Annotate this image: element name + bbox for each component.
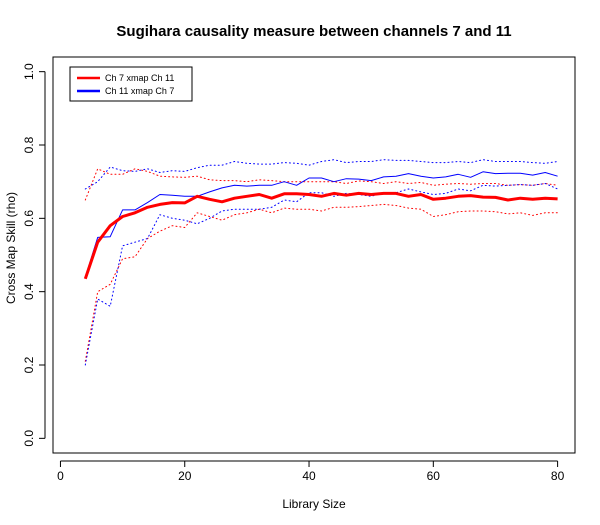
legend-label: Ch 7 xmap Ch 11 — [105, 73, 174, 83]
chart-title: Sugihara causality measure between chann… — [116, 23, 511, 40]
series-line — [83, 191, 558, 280]
confidence-bound-line — [84, 159, 559, 190]
y-tick-label: 0.6 — [22, 210, 36, 227]
x-axis-label: Library Size — [282, 497, 346, 511]
series-line — [84, 171, 558, 278]
y-tick-label: 0.8 — [22, 136, 36, 153]
confidence-bound-line — [84, 203, 559, 362]
legend-label: Ch 11 xmap Ch 7 — [105, 86, 174, 96]
plot-area-border — [52, 56, 576, 454]
y-axis-label: Cross Map Skill (rho) — [4, 192, 18, 304]
x-tick-label: 40 — [302, 469, 316, 483]
x-tick-label: 0 — [57, 469, 64, 483]
y-tick-label: 0.4 — [22, 283, 36, 300]
x-tick-label: 80 — [551, 469, 565, 483]
y-tick-label: 1.0 — [22, 63, 36, 80]
legend-box — [69, 66, 193, 102]
confidence-bound-line — [84, 168, 559, 201]
x-tick-label: 20 — [178, 469, 192, 483]
legend: Ch 7 xmap Ch 11 Ch 11 xmap Ch 7 — [69, 66, 193, 102]
y-axis: 0.0 0.2 0.4 0.6 0.8 1.0 — [22, 63, 46, 447]
confidence-bound-line — [84, 183, 559, 366]
y-tick-label: 0.2 — [22, 356, 36, 373]
plot-series-group — [83, 159, 559, 366]
x-tick-label: 60 — [427, 469, 441, 483]
x-axis: 0 20 40 60 80 — [57, 460, 565, 483]
y-tick-label: 0.0 — [22, 430, 36, 447]
